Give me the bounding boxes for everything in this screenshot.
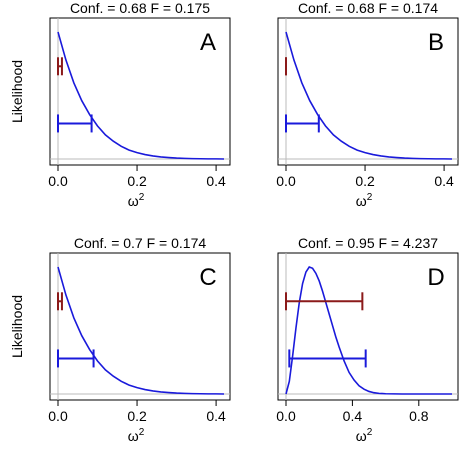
panel-title: Conf. = 0.95 F = 4.237 <box>298 235 438 251</box>
x-tick-label: 0.2 <box>127 173 147 189</box>
x-axis-label: ω2 <box>356 427 373 444</box>
x-tick-label: 0.4 <box>434 173 454 189</box>
panel-letter: C <box>199 264 216 291</box>
plot-frame <box>49 252 231 401</box>
x-tick-label: 0.2 <box>127 408 147 424</box>
x-axis-label-base: ω <box>356 428 367 444</box>
x-axis-label-superscript: 2 <box>139 192 145 203</box>
panel-a: Conf. = 0.68 F = 0.175 A 0.0 0.2 0.4 ω2 Likeli… <box>9 0 231 209</box>
x-tick-label: 0.4 <box>206 408 226 424</box>
likelihood-interval <box>57 114 93 133</box>
x-axis-label-superscript: 2 <box>367 427 373 438</box>
x-tick-label: 0.2 <box>355 173 375 189</box>
x-tick-label: 0.0 <box>48 408 68 424</box>
x-axis-label: ω2 <box>128 192 145 209</box>
plot-frame <box>277 252 459 401</box>
panel-letter: B <box>428 29 444 56</box>
panel-title: Conf. = 0.7 F = 0.174 <box>74 235 207 251</box>
x-axis-label: ω2 <box>128 427 145 444</box>
y-axis-label: Likelihood <box>9 295 25 358</box>
likelihood-curve <box>57 31 225 160</box>
confidence-interval <box>57 292 63 311</box>
x-axis-label-superscript: 2 <box>139 427 145 438</box>
x-tick-label: 0.8 <box>409 408 429 424</box>
y-axis-label: Likelihood <box>9 60 25 123</box>
panel-c: Conf. = 0.7 F = 0.174 C 0.0 0.2 0.4 ω2 Likelih… <box>9 235 231 444</box>
confidence-interval <box>57 57 63 76</box>
x-tick-label: 0.4 <box>206 173 226 189</box>
panel-d: Conf. = 0.95 F = 4.237 D 0.0 0.4 0.8 ω2 <box>276 235 459 444</box>
likelihood-curve <box>285 266 452 395</box>
confidence-interval <box>285 292 364 311</box>
x-tick-label: 0.0 <box>48 173 68 189</box>
x-tick-label: 0.0 <box>276 173 296 189</box>
x-axis-label-superscript: 2 <box>367 192 373 203</box>
panel-letter: D <box>427 264 444 291</box>
x-axis-label-base: ω <box>356 193 367 209</box>
panel-title: Conf. = 0.68 F = 0.174 <box>298 0 438 16</box>
likelihood-curve <box>285 31 453 160</box>
panel-letter: A <box>200 29 216 56</box>
x-tick-label: 0.0 <box>276 408 296 424</box>
plot-frame <box>49 17 231 166</box>
panel-title: Conf. = 0.68 F = 0.175 <box>70 0 210 16</box>
x-axis-label-base: ω <box>128 193 139 209</box>
likelihood-interval <box>288 349 367 368</box>
plot-frame <box>277 17 459 166</box>
likelihood-interval <box>285 114 320 133</box>
x-axis-label: ω2 <box>356 192 373 209</box>
x-tick-label: 0.4 <box>343 408 363 424</box>
likelihood-curve <box>57 266 225 395</box>
panel-b: Conf. = 0.68 F = 0.174 B 0.0 0.2 0.4 ω2 <box>276 0 459 209</box>
x-axis-label-base: ω <box>128 428 139 444</box>
likelihood-interval <box>57 349 95 368</box>
